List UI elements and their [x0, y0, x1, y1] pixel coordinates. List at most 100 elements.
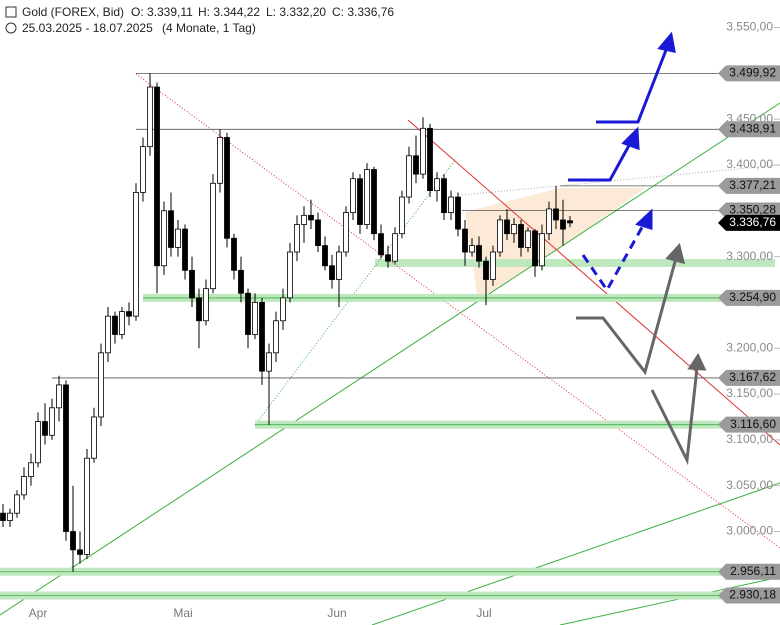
candle-body	[280, 297, 286, 322]
candle-body	[126, 311, 132, 317]
candle-body	[476, 245, 482, 262]
candle-body	[532, 230, 538, 267]
support-zone	[375, 259, 775, 267]
candle-body	[301, 214, 307, 225]
candle-body	[567, 220, 573, 224]
period: (4 Monate, 1 Tag)	[162, 21, 256, 35]
candle-body	[119, 311, 125, 335]
level-label-box	[718, 563, 780, 580]
candle-body	[560, 219, 566, 230]
levels	[0, 72, 780, 600]
candle-body	[21, 476, 27, 496]
level-label: 3.350,28	[729, 203, 776, 217]
candle-body	[462, 228, 468, 253]
candle-body	[490, 251, 496, 280]
candle-body	[133, 192, 139, 317]
level-label-box	[718, 289, 780, 306]
y-tick-label: 3.000,00	[726, 524, 773, 538]
level-label-box	[718, 416, 780, 433]
level-label-box	[718, 121, 780, 138]
candle-body	[336, 251, 342, 280]
candle-body	[35, 421, 41, 464]
candle-body	[504, 219, 510, 235]
candle-body	[434, 178, 440, 192]
candle-body	[553, 208, 559, 221]
candle-body	[399, 196, 405, 235]
candle-body	[168, 210, 174, 248]
candle-body	[252, 302, 258, 335]
candle-body	[357, 178, 363, 225]
ohlc: H: 3.344,22	[198, 5, 260, 19]
x-tick-label: Mai	[173, 606, 192, 620]
candle-body	[378, 233, 384, 256]
candle-body	[56, 384, 62, 409]
level-label: 3.499,92	[729, 66, 776, 80]
candle-body	[511, 224, 517, 235]
candle-body	[77, 549, 83, 555]
level-label-box	[718, 177, 780, 194]
arrow	[581, 221, 647, 293]
chart-icon	[5, 6, 17, 18]
ohlc: C: 3.336,76	[332, 5, 394, 19]
y-axis: 3.550,003.500,003.450,003.400,003.350,00…	[726, 20, 780, 538]
resistance-line	[135, 73, 780, 549]
candle-body	[7, 512, 13, 521]
candle-body	[217, 137, 223, 184]
y-tick-label: 3.100,00	[726, 432, 773, 446]
trend-line	[0, 102, 780, 616]
y-tick-label: 3.300,00	[726, 249, 773, 263]
candle-body	[364, 169, 370, 225]
candle-body	[273, 320, 279, 354]
candle-body	[42, 421, 48, 436]
candle-body	[112, 315, 118, 335]
x-tick-label: Apr	[29, 606, 48, 620]
arrow	[576, 257, 678, 376]
level-label-box	[718, 202, 780, 219]
candle-body	[329, 265, 335, 280]
candle-body	[413, 155, 419, 175]
candle-body	[91, 416, 97, 459]
candle-body	[14, 494, 20, 514]
arrow-head	[657, 31, 676, 53]
arrow	[596, 44, 670, 124]
arrow	[650, 367, 699, 466]
level-label: 3.377,21	[729, 178, 776, 192]
level-label: 3.438,91	[729, 121, 776, 135]
candle-body	[63, 384, 69, 532]
candle-body	[203, 288, 209, 322]
candle-body	[385, 254, 391, 262]
trend-line	[559, 576, 780, 625]
candle-body	[539, 233, 545, 267]
candle-body	[455, 196, 461, 230]
level-label: 2.956,11	[730, 564, 776, 578]
candle-body	[266, 352, 272, 372]
candle-body	[294, 224, 300, 253]
candle-body	[189, 269, 195, 299]
candle-body	[427, 127, 433, 192]
arrow-head	[687, 352, 707, 371]
candle-body	[224, 137, 230, 239]
arrow-head	[621, 126, 640, 151]
y-tick-label: 3.200,00	[726, 340, 773, 354]
level-label: 3.167,62	[729, 370, 776, 384]
resistance-line	[407, 119, 780, 446]
candle-body	[350, 178, 356, 214]
candle-body	[308, 214, 314, 221]
y-tick-label: 3.050,00	[726, 478, 773, 492]
clock-icon	[5, 22, 17, 34]
candle-body	[84, 457, 90, 555]
candle-body	[105, 315, 111, 354]
candle-body	[483, 260, 489, 280]
level-label-box	[718, 587, 780, 604]
arrows	[568, 31, 707, 466]
arrow-head	[665, 242, 686, 265]
x-tick-label: Jun	[327, 606, 346, 620]
candle-body	[238, 269, 244, 294]
candle-body	[315, 219, 321, 247]
y-tick-label: 3.400,00	[726, 157, 773, 171]
candle-body	[196, 297, 202, 322]
y-tick-label: 3.150,00	[726, 386, 773, 400]
helper-line	[461, 164, 780, 196]
symbol: Gold (FOREX, Bid)	[22, 5, 124, 19]
